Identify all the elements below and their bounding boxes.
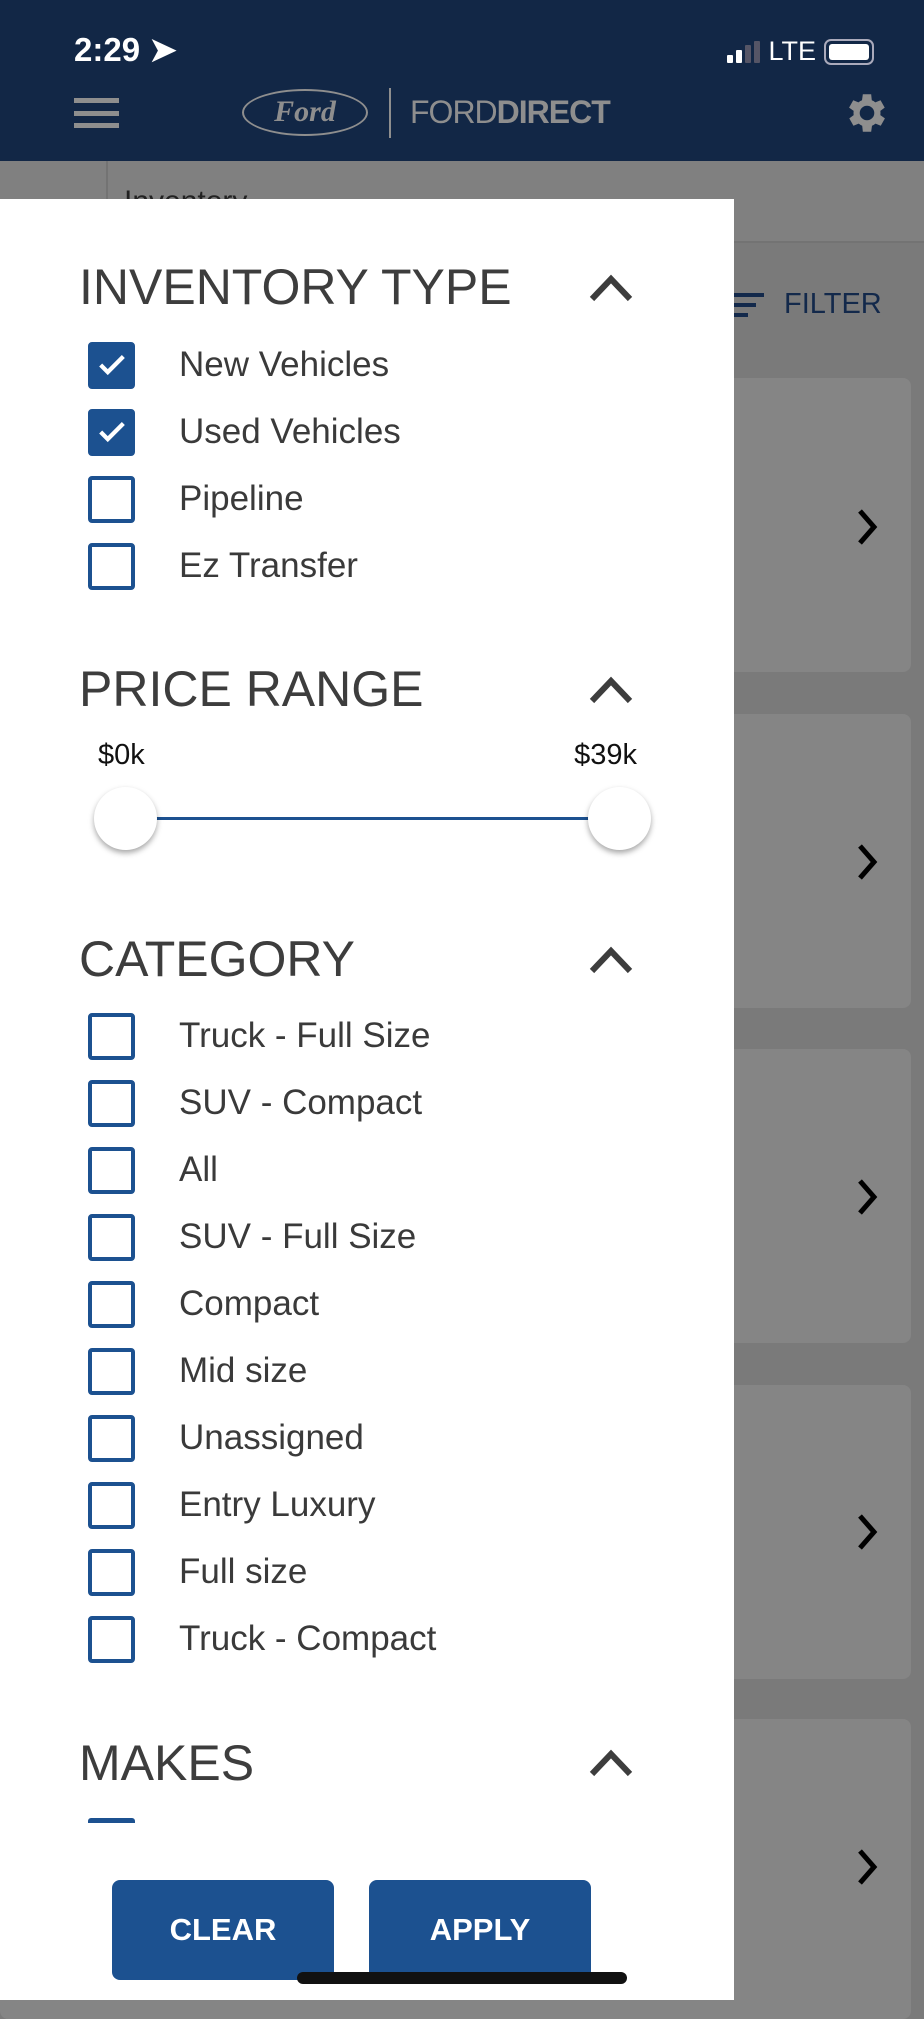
clear-button[interactable]: CLEAR <box>112 1880 334 1980</box>
checkbox[interactable] <box>88 475 135 523</box>
price-max-thumb[interactable] <box>588 787 651 850</box>
checkbox-label: Compact <box>179 1284 320 1323</box>
check-icon <box>98 421 125 443</box>
network-label: LTE <box>768 36 816 66</box>
checkbox[interactable] <box>88 1347 135 1395</box>
checkbox[interactable] <box>88 1481 135 1529</box>
filter-button[interactable]: FILTER <box>734 288 882 321</box>
chevron-up-icon[interactable] <box>588 1748 634 1778</box>
checkbox[interactable] <box>88 1280 135 1328</box>
check-icon <box>98 354 125 376</box>
chevron-right-icon[interactable] <box>856 1847 880 1887</box>
checkbox-row[interactable]: Truck - Compact <box>88 1615 436 1663</box>
checkbox-row[interactable]: Truck - Full Size <box>88 1012 431 1060</box>
gear-icon[interactable] <box>842 88 892 138</box>
status-time: 2:29 ➤ <box>74 31 177 68</box>
price-slider-track[interactable] <box>125 817 619 820</box>
checkbox[interactable] <box>88 1548 135 1596</box>
chevron-up-icon[interactable] <box>588 945 634 975</box>
checkbox[interactable] <box>88 341 135 389</box>
inventory-type-heading: INVENTORY TYPE <box>79 259 512 315</box>
app-header <box>0 0 924 161</box>
price-max-label: $39k <box>574 739 637 771</box>
checkbox[interactable] <box>88 1012 135 1060</box>
checkbox[interactable] <box>88 1213 135 1261</box>
checkbox-label: Full size <box>179 1552 308 1591</box>
chevron-right-icon[interactable] <box>856 842 880 882</box>
checkbox-label: All <box>179 1150 218 1189</box>
price-min-label: $0k <box>98 739 145 771</box>
filter-icon <box>734 292 764 317</box>
checkbox[interactable] <box>88 408 135 456</box>
apply-button[interactable]: APPLY <box>369 1880 591 1980</box>
chevron-right-icon[interactable] <box>856 1177 880 1217</box>
checkbox[interactable] <box>88 1146 135 1194</box>
chevron-up-icon[interactable] <box>588 273 634 303</box>
checkbox-label: Truck - Compact <box>179 1619 437 1658</box>
checkbox-row[interactable]: Pipeline <box>88 475 304 523</box>
checkbox-row[interactable]: SUV - Compact <box>88 1079 422 1127</box>
checkbox-label: Pipeline <box>179 479 304 518</box>
checkbox-row[interactable]: New Vehicles <box>88 341 389 389</box>
checkbox-label: Entry Luxury <box>179 1485 376 1524</box>
category-heading: CATEGORY <box>79 931 355 987</box>
checkbox-label: SUV - Compact <box>179 1083 423 1122</box>
ford-logo: Ford <box>242 89 368 136</box>
makes-heading: MAKES <box>79 1735 255 1791</box>
checkbox-row[interactable]: Used Vehicles <box>88 408 401 456</box>
checkbox-row[interactable]: Ez Transfer <box>88 542 358 590</box>
forddirect-brand: FORDDIRECT <box>410 94 611 130</box>
checkbox-label: Truck - Full Size <box>179 1016 431 1055</box>
price-range-heading: PRICE RANGE <box>79 661 424 717</box>
checkbox-row[interactable]: Unassigned <box>88 1414 364 1462</box>
checkbox-label: SUV - Full Size <box>179 1217 417 1256</box>
checkbox-label: Ez Transfer <box>179 546 358 585</box>
makes-checkbox-partial[interactable] <box>88 1818 135 1823</box>
signal-icon <box>727 40 761 63</box>
checkbox[interactable] <box>88 1615 135 1663</box>
checkbox-label: Used Vehicles <box>179 412 401 451</box>
status-icons: LTE <box>727 36 874 67</box>
checkbox-label: New Vehicles <box>179 345 390 384</box>
home-indicator <box>297 1972 627 1984</box>
checkbox[interactable] <box>88 542 135 590</box>
hamburger-icon[interactable] <box>74 98 119 128</box>
chevron-right-icon[interactable] <box>856 507 880 547</box>
checkbox-label: Mid size <box>179 1351 308 1390</box>
chevron-right-icon[interactable] <box>856 1512 880 1552</box>
checkbox[interactable] <box>88 1079 135 1127</box>
checkbox-row[interactable]: Entry Luxury <box>88 1481 375 1529</box>
checkbox[interactable] <box>88 1414 135 1462</box>
battery-icon <box>824 38 874 65</box>
checkbox-label: Unassigned <box>179 1418 364 1457</box>
logo-divider <box>389 88 391 138</box>
chevron-up-icon[interactable] <box>588 675 634 705</box>
checkbox-row[interactable]: Compact <box>88 1280 319 1328</box>
price-min-thumb[interactable] <box>94 787 157 850</box>
filter-label: FILTER <box>784 288 882 320</box>
checkbox-row[interactable]: SUV - Full Size <box>88 1213 416 1261</box>
checkbox-row[interactable]: All <box>88 1146 218 1194</box>
checkbox-row[interactable]: Mid size <box>88 1347 307 1395</box>
checkbox-row[interactable]: Full size <box>88 1548 307 1596</box>
location-arrow-icon: ➤ <box>149 31 177 68</box>
